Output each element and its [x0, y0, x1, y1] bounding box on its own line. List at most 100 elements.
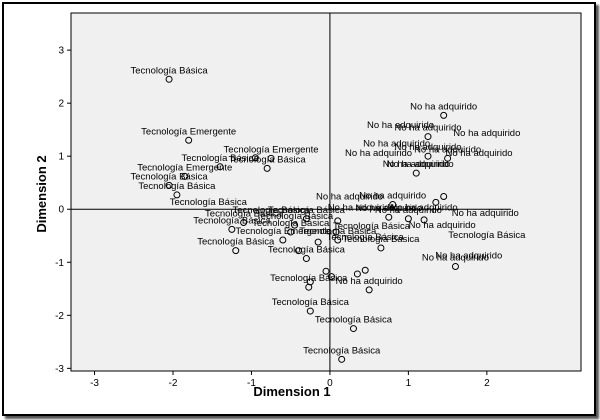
data-point	[444, 154, 452, 162]
point-label: No ha adquirido	[453, 128, 520, 139]
data-point	[251, 154, 259, 162]
point-label: Tecnología Básica	[270, 273, 348, 284]
data-point	[440, 111, 448, 119]
data-point	[377, 244, 385, 252]
data-point	[451, 263, 459, 271]
data-point	[334, 217, 342, 225]
data-point	[327, 273, 335, 281]
point-label: No ha adquirido	[445, 148, 512, 159]
point-label: Tecnología Básica	[233, 205, 311, 216]
point-label: Tecnología Básica	[315, 315, 393, 326]
y-axis-title: Dimension 2	[34, 155, 49, 232]
point-label: Tecnología Emergente	[141, 126, 236, 137]
data-point	[353, 270, 361, 278]
x-tick-label: 2	[484, 378, 490, 389]
data-point	[232, 247, 240, 255]
data-point	[424, 133, 432, 141]
point-label: Tecnología Básica	[131, 171, 209, 182]
point-label: Tecnología Emergente	[137, 162, 232, 173]
x-tick-label: -3	[90, 378, 99, 389]
plot-area	[70, 12, 582, 372]
point-label: No ha adquirido	[409, 220, 476, 231]
point-label: No ha adquirido	[410, 101, 477, 112]
point-label: Tecnología Básica	[252, 218, 330, 229]
data-point	[295, 247, 303, 255]
chart-frame: -3 -2 -1 0 1 2 3 2 1 0 -1 -2 -3 Tecnología Básica Tec…	[2, 2, 596, 416]
y-tick-label: -3	[55, 364, 64, 375]
point-label: No ha adquirido	[367, 120, 434, 131]
point-label: Tecnología Básica	[229, 154, 307, 165]
x-tick-label: -2	[169, 378, 178, 389]
point-label: Tecnología Básica	[193, 215, 271, 226]
x-tick-label: 0	[327, 378, 333, 389]
data-point	[338, 355, 346, 363]
data-point	[165, 75, 173, 83]
data-point	[322, 267, 330, 275]
point-label: No ha adquirido	[394, 142, 461, 153]
point-label: Tecnología Básica	[138, 181, 216, 192]
data-point	[228, 225, 236, 233]
data-point	[349, 325, 357, 333]
data-point	[389, 200, 397, 208]
data-point	[291, 221, 299, 229]
data-point	[240, 218, 248, 226]
point-label: Tecnología Básica	[182, 153, 260, 164]
point-label: No ha adquirido	[355, 203, 422, 214]
point-label: No ha adquirido	[359, 190, 426, 201]
point-label: Tecnología Básica	[303, 345, 381, 356]
data-point	[365, 286, 373, 294]
axis-ticks: -3 -2 -1 0 1 2 3 2 1 0 -1 -2 -3	[55, 46, 490, 389]
point-label: No ha adquirido	[375, 205, 442, 216]
data-point	[279, 236, 287, 244]
point-label: No ha adquirido	[452, 208, 519, 219]
point-label: No ha adquirido	[394, 123, 461, 134]
point-label: Tecnología Básica	[205, 208, 283, 219]
point-label: No ha adquirido	[391, 202, 458, 213]
data-point	[305, 283, 313, 291]
data-point	[334, 236, 342, 244]
point-label: Tecnología Básica	[268, 245, 346, 256]
data-points	[165, 75, 459, 363]
point-label: No ha adquirido	[328, 202, 395, 213]
point-label: No ha adquirido	[435, 251, 502, 262]
point-label: Tecnología Básica	[131, 65, 209, 76]
point-label: Tecnología Básica	[299, 226, 377, 237]
data-point	[424, 152, 432, 160]
point-label: Tecnología Básica	[327, 232, 405, 243]
data-point	[165, 181, 173, 189]
point-label: Tecnología Básica	[448, 230, 526, 241]
data-point	[263, 164, 271, 172]
data-point	[173, 191, 181, 199]
x-tick-label: -1	[247, 378, 256, 389]
data-point	[306, 307, 314, 315]
y-tick-label: 1	[58, 152, 64, 163]
data-point	[185, 136, 193, 144]
data-point	[216, 163, 224, 171]
y-tick-label: 3	[58, 46, 64, 57]
point-label: Tecnología Emergente	[224, 144, 319, 155]
point-label: No ha adquirido	[345, 148, 412, 159]
point-label: No ha adquirido	[383, 159, 450, 170]
point-label: Tecnología Básica	[272, 297, 350, 308]
data-point	[440, 193, 448, 201]
data-point	[332, 228, 340, 236]
data-point	[302, 255, 310, 263]
data-point	[412, 169, 420, 177]
data-point	[361, 266, 369, 274]
x-axis-title: Dimension 1	[253, 384, 330, 399]
point-label: No ha adquirido	[316, 192, 383, 203]
point-label: Tecnología Emergente	[235, 226, 330, 237]
point-label: No ha adquirido	[387, 159, 454, 170]
point-label: No ha adquirido	[414, 144, 481, 155]
y-tick-label: 2	[58, 99, 64, 110]
data-point	[314, 238, 322, 246]
data-point	[420, 216, 428, 224]
data-point	[385, 213, 393, 221]
point-label: Tecnología Básica	[256, 211, 334, 222]
point-label: No ha adquirido	[363, 139, 430, 150]
point-label: No ha adquirido	[422, 253, 489, 264]
point-label: Tecnología Básica	[333, 221, 411, 232]
data-point	[404, 215, 412, 223]
